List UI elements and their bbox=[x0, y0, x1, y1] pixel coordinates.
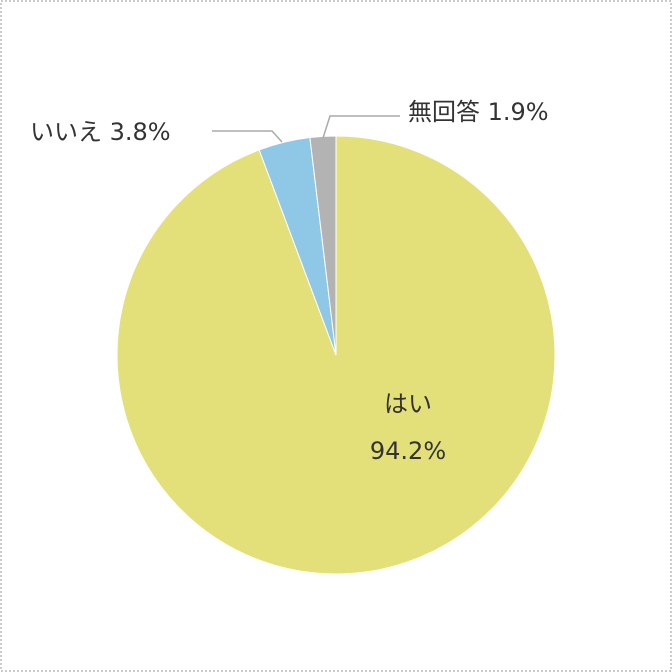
value-label: 94.2% bbox=[370, 437, 446, 465]
category-label: はい bbox=[384, 390, 432, 418]
value-label: 1.9% bbox=[488, 98, 549, 126]
category-label: いいえ bbox=[30, 118, 102, 146]
category-label: 無回答 bbox=[408, 98, 480, 126]
pie bbox=[116, 135, 556, 575]
slice-label: 無回答 1.9% bbox=[408, 98, 549, 126]
slice-label: いいえ 3.8% bbox=[30, 118, 171, 146]
leader-line bbox=[212, 130, 283, 143]
leader-line bbox=[322, 115, 400, 139]
value-label: 3.8% bbox=[110, 118, 171, 146]
